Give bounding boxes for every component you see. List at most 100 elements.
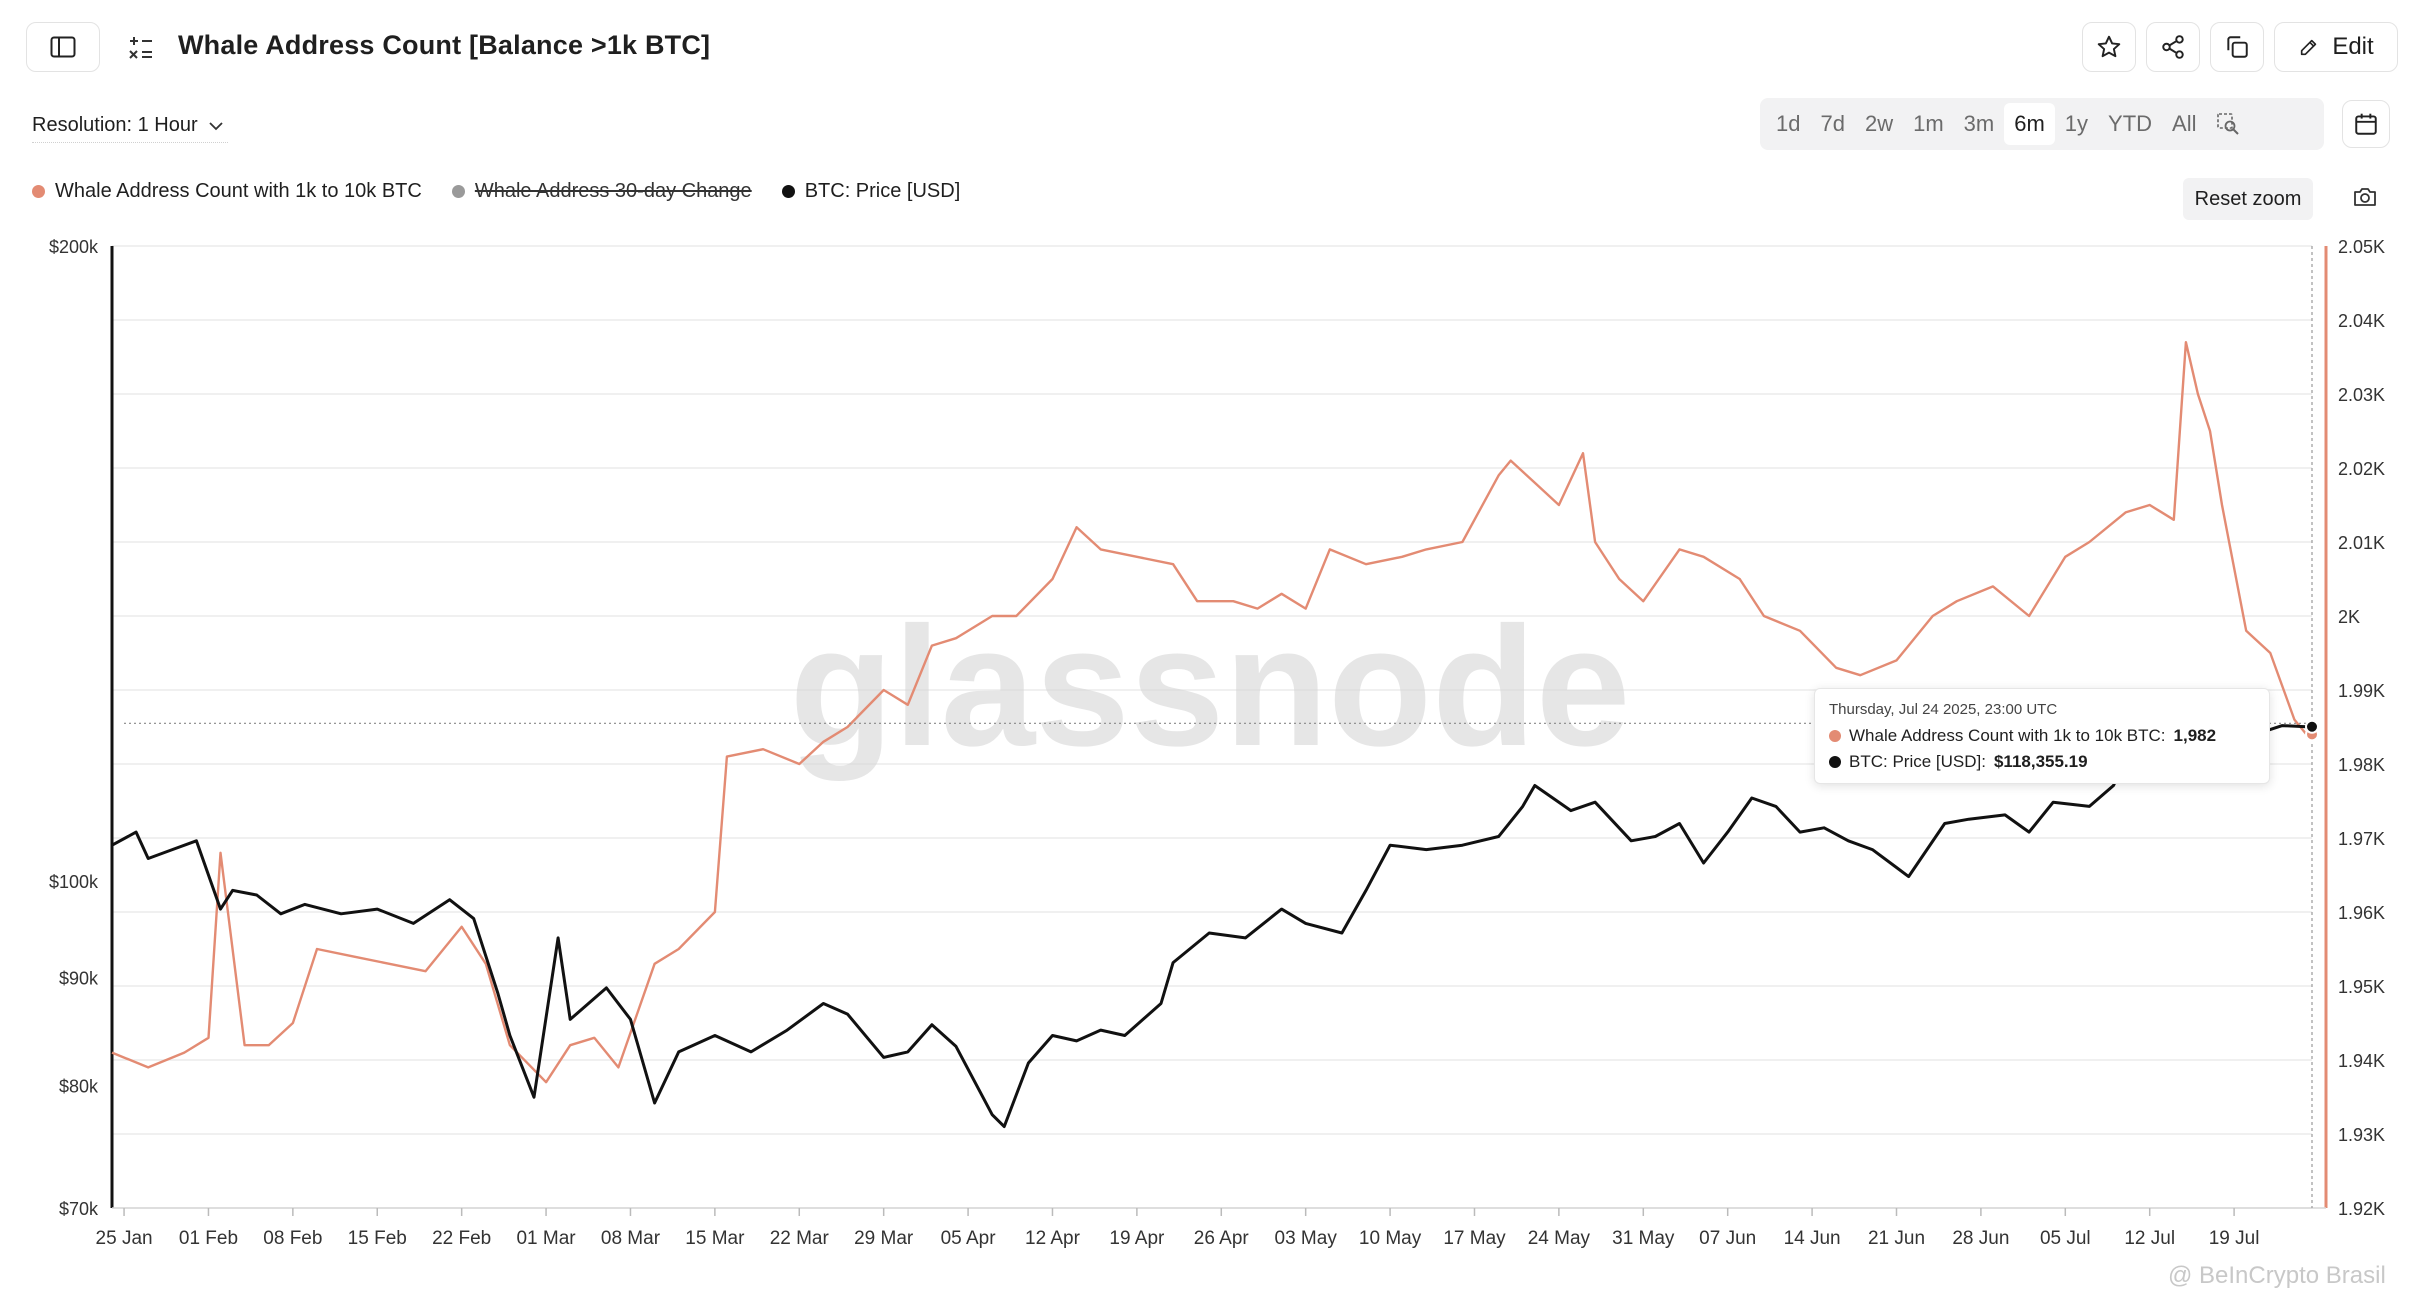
tooltip-whale-label: Whale Address Count with 1k to 10k BTC: xyxy=(1849,726,2166,745)
right-tick-label: 2.02K xyxy=(2338,459,2385,479)
x-tick-label: 12 Apr xyxy=(1025,1228,1081,1249)
x-tick-label: 21 Jun xyxy=(1868,1228,1925,1249)
tooltip-price-value: $118,355.19 xyxy=(1993,752,2088,771)
resolution-underline xyxy=(32,142,228,143)
chart-legend: Whale Address Count with 1k to 10k BTC W… xyxy=(32,180,960,203)
whale-count-line xyxy=(111,341,2308,1084)
tooltip-price-label: BTC: Price [USD]: xyxy=(1849,752,1986,771)
share-button[interactable] xyxy=(2146,22,2200,72)
page-title: Whale Address Count [Balance >1k BTC] xyxy=(178,30,711,60)
right-tick-label: 1.98K xyxy=(2338,755,2385,775)
left-tick-label: $100k xyxy=(49,872,99,892)
left-tick-label: $90k xyxy=(59,969,99,989)
watermark: glassnode xyxy=(790,592,1631,782)
range-2w[interactable]: 2w xyxy=(1864,111,1894,136)
right-tick-label: 2.04K xyxy=(2338,311,2385,331)
chevron-down-icon xyxy=(209,121,223,130)
left-tick-label: $200k xyxy=(49,237,99,257)
date-picker-button[interactable] xyxy=(2342,100,2390,148)
favorite-button[interactable] xyxy=(2082,22,2136,72)
share-icon xyxy=(2162,35,2184,59)
x-tick-label: 03 May xyxy=(1275,1228,1338,1249)
resolution-dropdown[interactable]: Resolution: 1 Hour xyxy=(32,114,224,137)
left-tick-label: $80k xyxy=(59,1077,99,1097)
sidebar-icon xyxy=(50,36,76,58)
reset-zoom-button[interactable]: Reset zoom xyxy=(2183,178,2313,220)
x-axis-ticks: 25 Jan 01 Feb 08 Feb 15 Feb 22 Feb 01 Mar 08 M… xyxy=(96,1208,2260,1249)
x-tick-label: 22 Mar xyxy=(770,1228,830,1249)
edit-label: Edit xyxy=(2332,33,2374,60)
legend-label: Whale Address Count with 1k to 10k BTC xyxy=(55,180,422,202)
x-tick-label: 28 Jun xyxy=(1952,1228,2009,1249)
pencil-icon xyxy=(2301,39,2317,56)
resolution-label: Resolution: 1 Hour xyxy=(32,114,198,136)
x-tick-label: 08 Feb xyxy=(263,1228,322,1249)
x-tick-label: 31 May xyxy=(1612,1228,1675,1249)
right-tick-label: 1.93K xyxy=(2338,1125,2385,1145)
top-bar: Whale Address Count [Balance >1k BTC] Ed… xyxy=(0,0,2416,96)
right-tick-label: 2K xyxy=(2338,607,2360,627)
right-tick-label: 2.05K xyxy=(2338,237,2385,257)
formula-icon[interactable] xyxy=(128,36,154,60)
range-ytd[interactable]: YTD xyxy=(2108,111,2153,136)
axes xyxy=(110,246,2328,1209)
zoom-select-icon xyxy=(2217,113,2240,135)
duplicate-button[interactable] xyxy=(2210,22,2264,72)
range-7d[interactable]: 7d xyxy=(1820,111,1845,136)
x-tick-label: 01 Mar xyxy=(516,1228,576,1249)
tooltip-date: Thursday, Jul 24 2025, 23:00 UTC xyxy=(1829,701,2058,718)
x-tick-label: 01 Feb xyxy=(179,1228,238,1249)
zoom-select-button[interactable] xyxy=(2206,103,2250,145)
series-lines xyxy=(111,341,2308,1129)
legend-item-30day-change[interactable]: Whale Address 30-day Change xyxy=(451,180,752,203)
tooltip-row-price: BTC: Price [USD]: $118,355.19 xyxy=(1829,752,2255,772)
btc-price-line xyxy=(111,720,2307,1129)
legend-item-whale-count[interactable]: Whale Address Count with 1k to 10k BTC xyxy=(32,180,422,203)
x-tick-label: 15 Feb xyxy=(348,1228,407,1249)
legend-item-btc-price[interactable]: BTC: Price [USD] xyxy=(781,180,961,203)
change-dot xyxy=(451,185,465,198)
hover-markers xyxy=(124,246,2319,1208)
screenshot-button[interactable] xyxy=(2352,186,2378,213)
left-axis-ticks: $70k $80k $90k $100k $200k xyxy=(49,237,99,1219)
range-3m[interactable]: 3m xyxy=(1963,111,1995,136)
price-dot xyxy=(1829,756,1841,768)
x-tick-label: 29 Mar xyxy=(854,1228,914,1249)
sidebar-toggle-button[interactable] xyxy=(26,22,100,72)
x-tick-label: 05 Jul xyxy=(2040,1228,2091,1249)
x-tick-label: 12 Jul xyxy=(2124,1228,2175,1249)
x-tick-label: 22 Feb xyxy=(432,1228,491,1249)
range-1y[interactable]: 1y xyxy=(2064,111,2089,136)
x-tick-label: 07 Jun xyxy=(1699,1228,1756,1249)
range-1m[interactable]: 1m xyxy=(1913,111,1944,136)
x-tick-label: 08 Mar xyxy=(601,1228,661,1249)
x-tick-label: 19 Jul xyxy=(2209,1228,2260,1249)
legend-label: BTC: Price [USD] xyxy=(804,180,961,202)
range-1d[interactable]: 1d xyxy=(1776,111,1801,136)
x-tick-label: 19 Apr xyxy=(1109,1228,1165,1249)
price-dot xyxy=(781,185,795,198)
copy-icon xyxy=(2227,36,2248,58)
x-tick-label: 25 Jan xyxy=(96,1228,153,1249)
btc-price-marker xyxy=(2305,719,2319,734)
right-tick-label: 1.94K xyxy=(2338,1051,2385,1071)
x-tick-label: 26 Apr xyxy=(1194,1228,1250,1249)
right-tick-label: 1.96K xyxy=(2338,903,2385,923)
tooltip-whale-value: 1,982 xyxy=(2173,726,2217,745)
x-tick-label: 24 May xyxy=(1528,1228,1591,1249)
x-tick-label: 17 May xyxy=(1443,1228,1506,1249)
right-tick-label: 2.01K xyxy=(2338,533,2385,553)
range-all[interactable]: All xyxy=(2172,111,2197,136)
x-tick-label: 05 Apr xyxy=(941,1228,997,1249)
whale-count-dot xyxy=(32,185,45,198)
range-6m[interactable]: 6m xyxy=(2004,103,2055,145)
right-axis-ticks: 1.92K 1.93K 1.94K 1.95K 1.96K 1.97K 1.98K 1.99K… xyxy=(2338,237,2385,1219)
right-tick-label: 2.03K xyxy=(2338,385,2385,405)
tooltip-row-whale: Whale Address Count with 1k to 10k BTC: … xyxy=(1829,726,2255,746)
left-tick-label: $70k xyxy=(59,1199,99,1219)
x-tick-label: 15 Mar xyxy=(685,1228,745,1249)
x-tick-label: 14 Jun xyxy=(1784,1228,1841,1249)
edit-button[interactable]: Edit xyxy=(2274,22,2398,72)
star-icon xyxy=(2097,35,2121,58)
